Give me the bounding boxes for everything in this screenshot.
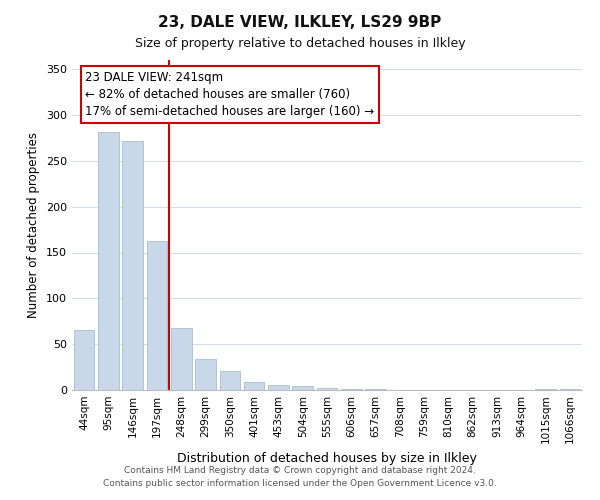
Bar [535,389,556,390]
Bar [560,389,580,390]
Y-axis label: Number of detached properties: Number of detached properties [28,132,40,318]
Text: Contains HM Land Registry data © Crown copyright and database right 2024.
Contai: Contains HM Land Registry data © Crown c… [103,466,497,487]
Text: 23, DALE VIEW, ILKLEY, LS29 9BP: 23, DALE VIEW, ILKLEY, LS29 9BP [158,15,442,30]
Bar [341,389,362,390]
Bar [195,359,216,390]
Bar [317,388,337,390]
X-axis label: Distribution of detached houses by size in Ilkley: Distribution of detached houses by size … [177,452,477,465]
Bar [74,330,94,390]
Bar [146,240,167,390]
Bar [98,132,119,390]
Bar [365,389,386,390]
Bar [244,382,265,390]
Bar [171,328,191,390]
Bar [122,140,143,390]
Bar [220,371,240,390]
Bar [268,384,289,390]
Bar [292,386,313,390]
Text: 23 DALE VIEW: 241sqm
← 82% of detached houses are smaller (760)
17% of semi-deta: 23 DALE VIEW: 241sqm ← 82% of detached h… [85,71,374,118]
Text: Size of property relative to detached houses in Ilkley: Size of property relative to detached ho… [134,38,466,51]
